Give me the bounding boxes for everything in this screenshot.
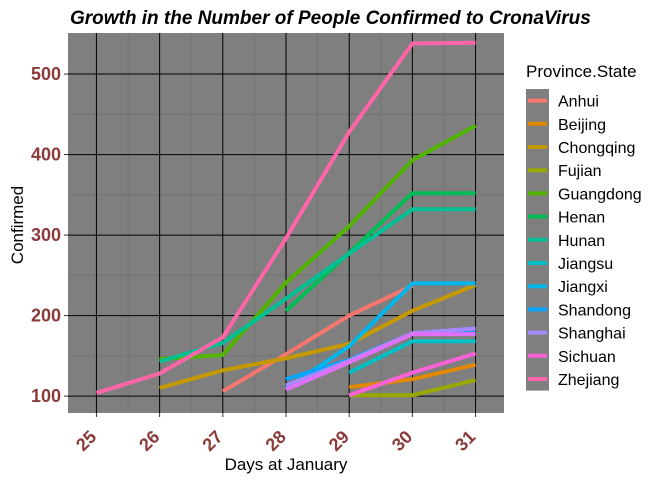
series-line-henan	[284, 191, 476, 313]
series-line-beijing	[348, 362, 477, 390]
legend-label-sichuan: Sichuan	[558, 349, 616, 366]
x-tick-label: 26	[135, 427, 163, 455]
x-tick-label: 25	[72, 427, 100, 455]
x-tick-label: 30	[388, 427, 416, 455]
x-axis: 25 26 27 28 29 30 31	[72, 413, 479, 455]
chart-title: Growth in the Number of People Confirmed…	[70, 8, 591, 29]
x-tick-label: 29	[325, 427, 353, 455]
series-line-jiangsu	[348, 339, 476, 375]
y-tick-label: 100	[31, 386, 61, 406]
legend-label-guangdong: Guangdong	[558, 186, 642, 203]
plot-panel	[68, 33, 504, 413]
x-tick-label: 28	[262, 427, 290, 455]
legend-label-jiangxi: Jiangxi	[558, 279, 608, 296]
series-line-hunan	[159, 207, 476, 364]
series-line-zhejiang	[95, 40, 476, 395]
series-line-anhui	[221, 283, 414, 394]
legend-label-anhui: Anhui	[558, 94, 599, 111]
legend-label-shandong: Shandong	[558, 302, 631, 319]
y-tick-label: 400	[31, 145, 61, 165]
legend-label-shanghai: Shanghai	[558, 326, 626, 343]
legend-label-henan: Henan	[558, 210, 605, 227]
series-line-sichuan	[285, 332, 476, 392]
y-tick-label: 200	[31, 306, 61, 326]
legend-label-chongqing: Chongqing	[558, 140, 635, 157]
x-axis-title: Days at January	[225, 455, 348, 474]
legend-label-fujian: Fujian	[558, 163, 602, 180]
y-axis: 100 200 300 400 500	[31, 64, 68, 406]
series-line-chongqing	[159, 283, 477, 390]
series-line-fujian	[349, 378, 477, 398]
series-line-guangdong	[159, 123, 477, 362]
series-line-zhejiang	[348, 351, 477, 398]
x-tick-label: 27	[198, 427, 226, 455]
x-tick-label: 31	[451, 427, 479, 455]
legend-label-zhejiang: Zhejiang	[558, 372, 619, 389]
y-tick-label: 300	[31, 225, 61, 245]
legend-label-hunan: Hunan	[558, 233, 605, 250]
series-lines	[95, 40, 477, 398]
y-tick-label: 500	[31, 64, 61, 84]
legend-label-beijing: Beijing	[558, 117, 606, 134]
y-axis-title: Confirmed	[8, 186, 27, 264]
legend-label-jiangsu: Jiangsu	[558, 256, 613, 273]
legend: Province.State Anhui Beijing Chongqing Fuji…	[526, 62, 642, 391]
legend-title: Province.State	[526, 62, 637, 81]
